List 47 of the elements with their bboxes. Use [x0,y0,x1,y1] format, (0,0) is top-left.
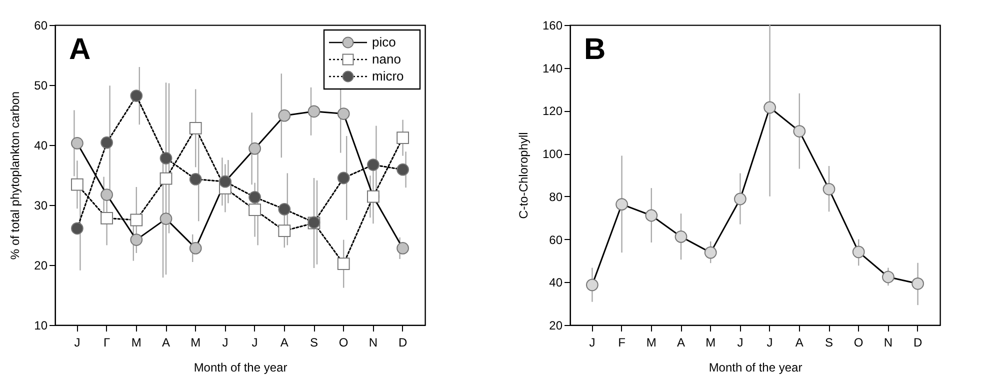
y-tick-label: 30 [34,198,48,212]
chart-title: A [69,33,91,66]
x-tick-label: A [676,336,686,350]
x-tick-label: D [398,336,408,350]
x-tick-label: J [222,336,228,350]
y-tick-label: 40 [34,138,48,152]
x-tick-label: S [824,336,834,350]
x-axis-title: Month of the year [194,360,288,374]
x-tick-label: O [338,336,348,350]
x-tick-label: M [131,336,142,350]
y-tick-label: 10 [34,318,48,332]
y-tick-label: 160 [542,18,563,32]
legend-label: pico [372,34,396,50]
x-axis-title: Month of the year [708,360,802,374]
x-tick-label: J [589,336,596,350]
y-axis-title: C-to-Chlorophyll [516,132,530,219]
x-tick-label: M [646,336,656,350]
x-tick-label: Γ [103,336,110,350]
x-tick-label: F [618,336,626,350]
legend-label: nano [372,52,401,66]
legend-label: micro [372,68,404,84]
x-tick-label: N [884,336,893,350]
y-tick-label: 60 [549,232,563,247]
y-tick-label: 40 [549,276,563,290]
y-tick-label: 50 [34,78,48,92]
y-axis-title: % of total phytoplankton carbon [8,91,22,260]
x-tick-label: A [162,336,170,350]
x-tick-label: O [854,336,864,350]
y-tick-label: 100 [542,147,563,162]
x-tick-label: A [280,336,288,350]
x-tick-label: D [913,336,922,350]
x-tick-label: A [795,336,804,350]
x-tick-label: N [368,336,378,350]
x-tick-label: J [737,336,744,350]
y-tick-label: 60 [34,18,48,32]
y-tick-label: 120 [542,104,563,118]
x-tick-label: J [766,336,773,350]
x-tick-label: S [310,336,318,350]
y-tick-label: 20 [34,258,48,272]
x-tick-label: J [252,336,258,350]
x-tick-label: M [706,336,716,350]
y-tick-label: 80 [549,190,563,204]
chart-title: B [584,33,606,66]
y-tick-label: 140 [542,61,563,76]
x-tick-label: J [74,336,80,350]
y-tick-label: 20 [549,318,563,332]
x-tick-label: M [190,336,201,350]
